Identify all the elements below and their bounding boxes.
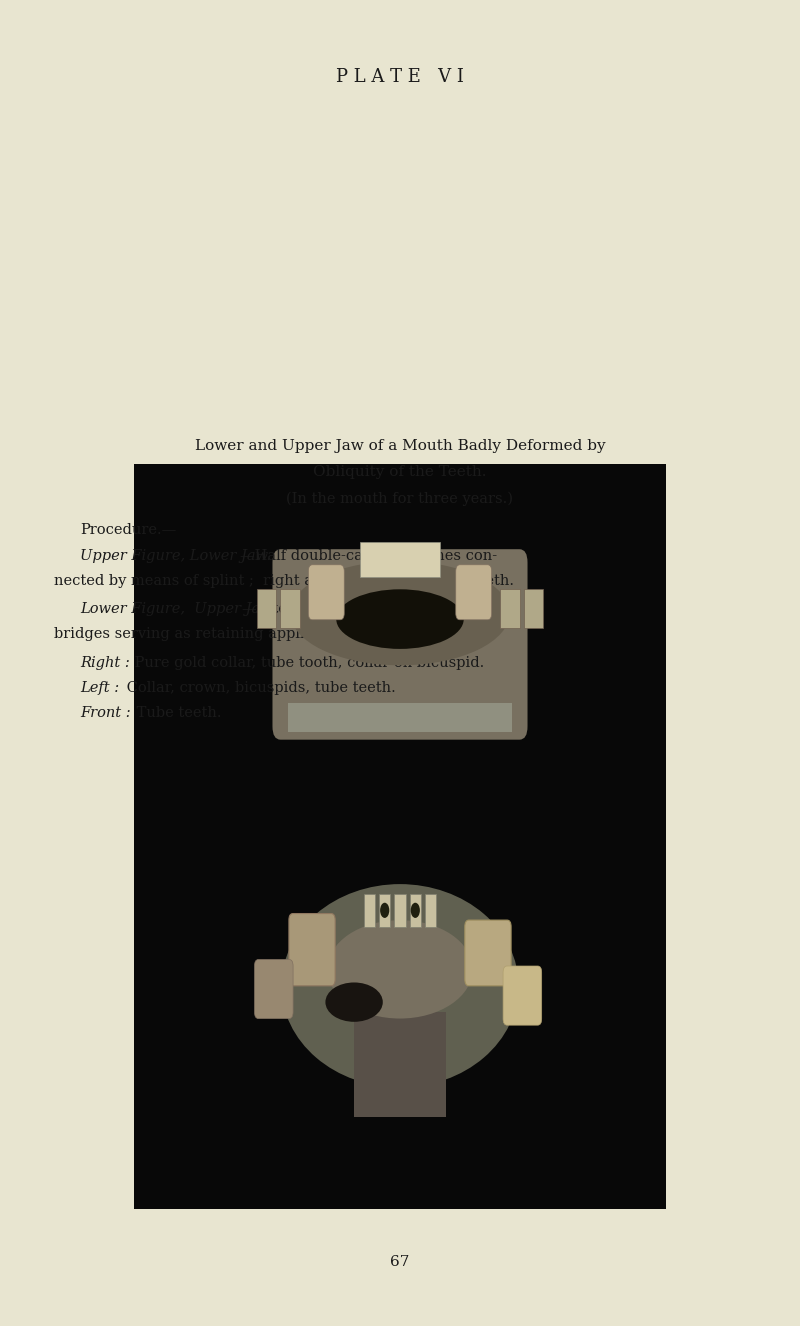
Text: Collar, crown, bicuspids, tube teeth.: Collar, crown, bicuspids, tube teeth. bbox=[122, 682, 396, 695]
Bar bbox=[289, 703, 511, 732]
Bar bbox=[364, 894, 375, 927]
Text: (In the mouth for three years.): (In the mouth for three years.) bbox=[286, 492, 514, 505]
Bar bbox=[379, 894, 390, 927]
Text: Obliquity of the Teeth.: Obliquity of the Teeth. bbox=[314, 465, 486, 479]
Text: Upper Figure, Lower Jaw.: Upper Figure, Lower Jaw. bbox=[80, 549, 271, 562]
FancyBboxPatch shape bbox=[289, 914, 335, 985]
Text: Pure gold collar, tube tooth, collar on bicuspid.: Pure gold collar, tube tooth, collar on … bbox=[130, 656, 485, 670]
Bar bbox=[360, 541, 440, 577]
Ellipse shape bbox=[327, 920, 473, 1018]
Text: Procedure.—: Procedure.— bbox=[80, 524, 176, 537]
FancyBboxPatch shape bbox=[503, 967, 542, 1025]
Ellipse shape bbox=[290, 561, 510, 666]
Bar bbox=[425, 894, 436, 927]
FancyBboxPatch shape bbox=[456, 565, 492, 619]
FancyBboxPatch shape bbox=[273, 549, 527, 740]
Bar bbox=[281, 589, 301, 629]
Bar bbox=[394, 894, 406, 927]
Text: nected by means of splint ;  right and left bicuspid tube teeth.: nected by means of splint ; right and le… bbox=[54, 574, 514, 587]
Circle shape bbox=[410, 903, 420, 918]
Text: Tube teeth.: Tube teeth. bbox=[132, 707, 222, 720]
Ellipse shape bbox=[336, 589, 464, 648]
Bar bbox=[354, 1012, 446, 1116]
Text: bridges serving as retaining appliances.: bridges serving as retaining appliances. bbox=[54, 627, 353, 640]
Text: Right :: Right : bbox=[80, 656, 130, 670]
Text: 67: 67 bbox=[390, 1256, 410, 1269]
Text: Left :: Left : bbox=[80, 682, 119, 695]
Bar bbox=[257, 589, 277, 629]
FancyBboxPatch shape bbox=[308, 565, 344, 619]
Ellipse shape bbox=[282, 884, 518, 1087]
Text: —Half double-capped canines con-: —Half double-capped canines con- bbox=[240, 549, 497, 562]
FancyBboxPatch shape bbox=[465, 920, 511, 985]
Bar bbox=[410, 894, 421, 927]
Text: Lower and Upper Jaw of a Mouth Badly Deformed by: Lower and Upper Jaw of a Mouth Badly Def… bbox=[194, 439, 606, 452]
Bar bbox=[134, 464, 666, 1209]
Circle shape bbox=[380, 903, 390, 918]
Text: —After  previous  regulation,: —After previous regulation, bbox=[242, 602, 458, 615]
FancyBboxPatch shape bbox=[254, 960, 293, 1018]
Text: P L A T E   V I: P L A T E V I bbox=[336, 68, 464, 86]
Ellipse shape bbox=[326, 983, 382, 1022]
Text: Lower Figure,  Upper Jaw.: Lower Figure, Upper Jaw. bbox=[80, 602, 276, 615]
Bar bbox=[523, 589, 543, 629]
Bar bbox=[499, 589, 519, 629]
Text: Front :: Front : bbox=[80, 707, 130, 720]
